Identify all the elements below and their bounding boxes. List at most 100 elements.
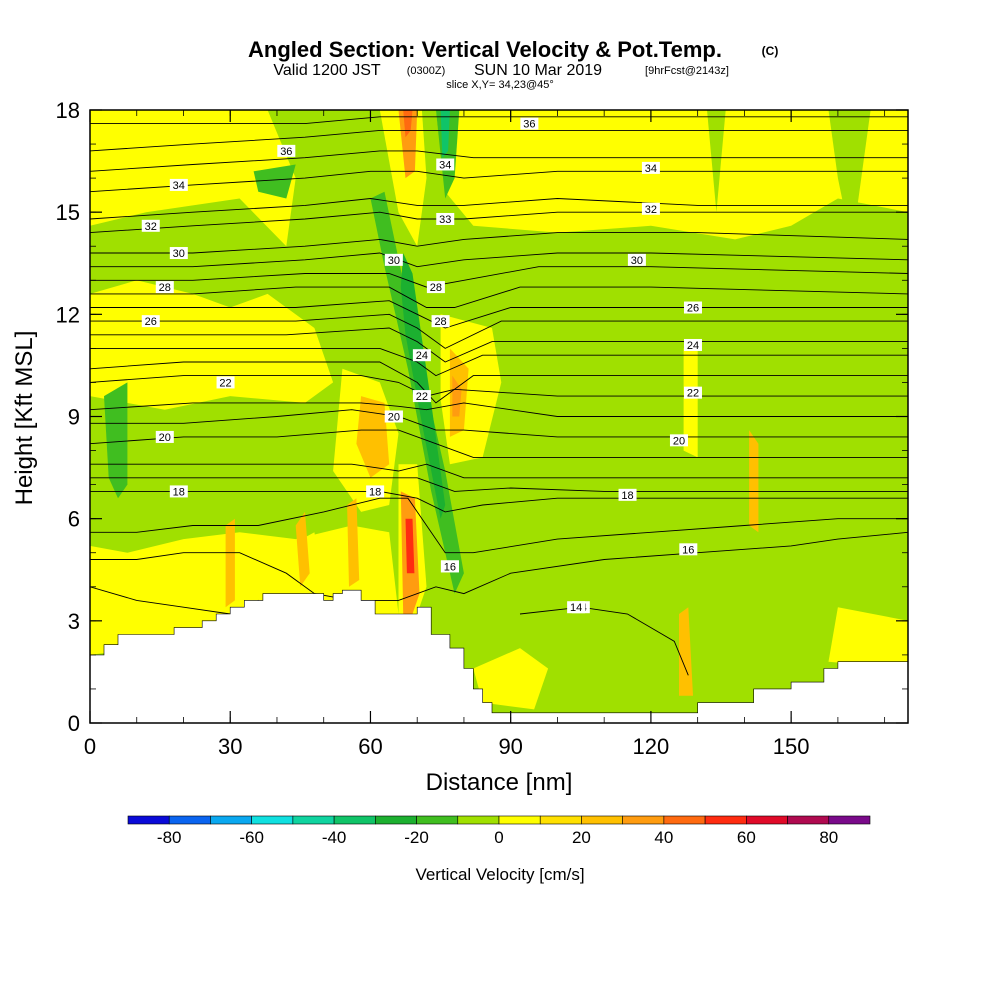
contour-label-text: 32 xyxy=(645,204,657,216)
contour-label-22: 22 xyxy=(412,390,431,403)
contour-line-24 xyxy=(90,327,908,363)
chart-forecast-info: [9hrFcst@2143z] xyxy=(645,65,729,77)
contour-label-33: 33 xyxy=(436,212,455,226)
colorbar: -80 -60 -40 -20 0 20 40 60 80 xyxy=(127,815,871,847)
contour-label-text: 24 xyxy=(416,350,428,362)
x-tick-label: 90 xyxy=(498,734,522,759)
y-tick-label: 15 xyxy=(56,200,80,225)
y-tick-label: 3 xyxy=(68,609,80,634)
contour-label-32: 32 xyxy=(641,202,660,216)
contour-line-30 xyxy=(90,232,908,254)
chart-valid-date: SUN 10 Mar 2019 xyxy=(474,62,602,79)
contour-label-22: 22 xyxy=(683,386,702,400)
contour-label-30: 30 xyxy=(384,253,403,267)
contour-label-22: 22 xyxy=(216,376,235,389)
y-tick-label: 18 xyxy=(56,98,80,123)
chart-valid-time: Valid 1200 JST xyxy=(273,62,381,79)
contour-label-text: 30 xyxy=(631,255,643,267)
contour-line-18 xyxy=(90,490,908,513)
fill-region-upper-yellow-left xyxy=(90,110,296,247)
colorbar-swatch xyxy=(828,815,871,825)
contour-label-34: 34 xyxy=(169,178,188,192)
contour-label-text: 33 xyxy=(439,214,451,226)
fill-region-upper-plume-orange xyxy=(398,110,418,179)
colorbar-swatch xyxy=(333,815,376,825)
terrain-mask xyxy=(90,589,908,723)
fill-region-right-green-strip-a xyxy=(688,110,726,213)
x-axis-ticks: 0 30 60 90 120 150 xyxy=(84,110,886,759)
contour-label-text: 18 xyxy=(369,486,381,498)
colorbar-swatch xyxy=(704,815,747,825)
colorbar-swatch xyxy=(498,815,541,825)
fill-region-right-bottom-yellow xyxy=(828,607,908,669)
contour-label-text: 22 xyxy=(219,377,231,389)
contour-line-26 xyxy=(90,313,908,349)
contour-label-36: 36 xyxy=(277,144,296,158)
fill-region-left-darkgreen-a xyxy=(104,382,128,499)
contour-label-text: 28 xyxy=(434,316,446,328)
fill-region-plume-red xyxy=(405,518,415,574)
contour-label-28: 28 xyxy=(155,281,174,294)
contour-label-26: 26 xyxy=(683,301,702,315)
x-tick-label: 60 xyxy=(358,734,382,759)
contour-label-text: 34 xyxy=(439,159,451,171)
colorbar-tick-label: -40 xyxy=(322,828,347,847)
colorbar-tick-label: 60 xyxy=(737,828,756,847)
x-axis-label: Distance [nm] xyxy=(426,769,573,796)
colorbar-swatch xyxy=(127,815,170,825)
fill-region-diag-deepgreen-band xyxy=(400,253,446,519)
contour-line-30 xyxy=(90,252,908,268)
contour-label-34: 34 xyxy=(641,161,660,175)
colorbar-swatch xyxy=(210,815,252,825)
contour-label-28: 28 xyxy=(431,315,450,328)
contour-line-18 xyxy=(90,463,908,479)
chart-title-suffix: (C) xyxy=(762,44,779,58)
colorbar-label: Vertical Velocity [cm/s] xyxy=(415,865,584,884)
contour-line-26 xyxy=(90,300,908,329)
contour-label-text: 22 xyxy=(416,391,428,403)
y-tick-label: 0 xyxy=(68,711,80,736)
contour-line-36 xyxy=(90,116,908,125)
colorbar-swatch xyxy=(375,815,417,825)
fill-region-upper-yellow-right xyxy=(435,110,908,240)
contour-label-text: 34 xyxy=(173,180,185,192)
colorbar-tick-label: 40 xyxy=(654,828,673,847)
y-axis-label: Height [Kft MSL] xyxy=(11,331,38,506)
colorbar-swatch xyxy=(746,815,788,825)
contour-label-24: 24 xyxy=(683,338,702,352)
y-tick-label: 9 xyxy=(68,405,80,430)
contour-line-28 xyxy=(90,286,908,308)
colorbar-swatch xyxy=(416,815,459,825)
colorbar-swatch xyxy=(539,815,582,825)
contour-line-22 xyxy=(90,375,908,397)
contour-label-text: 18 xyxy=(621,490,633,502)
contour-label-text: 28 xyxy=(159,282,171,294)
colorbar-swatch xyxy=(622,815,665,825)
contour-label-text: 24 xyxy=(687,340,699,352)
contour-label-16: 16 xyxy=(440,560,459,573)
contour-label-30: 30 xyxy=(169,247,188,260)
contour-label-text: 16 xyxy=(682,544,694,556)
chart-slice-info: slice X,Y= 34,23@45° xyxy=(446,79,554,91)
colorbar-swatch xyxy=(581,815,623,825)
contour-label-text: 28 xyxy=(430,282,442,294)
chart-valid-utc: (0300Z) xyxy=(407,65,446,77)
colorbar-swatch xyxy=(292,815,335,825)
contour-label-text: 34 xyxy=(645,163,657,175)
colorbar-tick-label: -20 xyxy=(404,828,429,847)
colorbar-swatch xyxy=(457,815,500,825)
contour-line-36 xyxy=(90,129,908,152)
contour-label-18: 18 xyxy=(618,488,637,502)
contour-label-text: 36 xyxy=(280,146,292,158)
contour-label-20: 20 xyxy=(669,434,688,447)
colorbar-tick-label: -60 xyxy=(239,828,264,847)
contour-line-16 xyxy=(90,531,908,601)
fill-region-orange-center-upper xyxy=(356,396,390,478)
colorbar-tick-label: 0 xyxy=(494,828,503,847)
contour-label-26: 26 xyxy=(141,315,160,328)
contour-label-18: 18 xyxy=(169,485,188,498)
contour-label-36: 36 xyxy=(520,117,539,131)
contour-line-24 xyxy=(90,347,908,377)
